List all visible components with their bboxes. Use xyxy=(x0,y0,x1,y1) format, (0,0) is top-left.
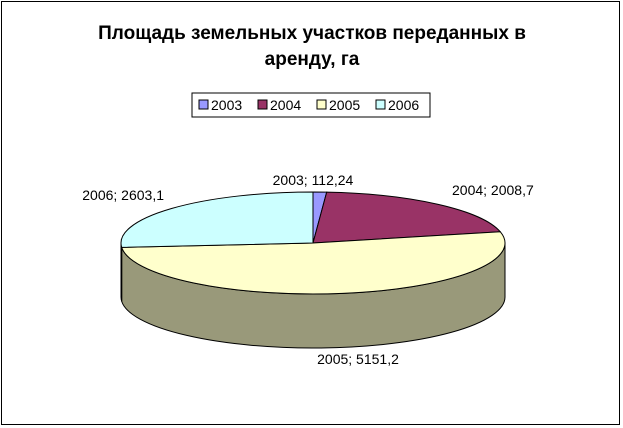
chart-title-line-1: Площадь земельных участков переданных в xyxy=(98,23,526,44)
legend-label-2005: 2005 xyxy=(329,97,360,113)
data-label-2004: 2004; 2008,7 xyxy=(452,182,534,198)
chart-title-line-2: аренду, га xyxy=(265,49,360,70)
pie-slice-2005 xyxy=(121,231,506,295)
legend-box xyxy=(191,92,431,118)
legend: 2003 2004 2005 2006 xyxy=(191,92,431,118)
legend-label-2003: 2003 xyxy=(211,97,242,113)
legend-swatch-2006 xyxy=(375,99,386,110)
legend-label-2006: 2006 xyxy=(388,97,419,113)
data-label-2005: 2005; 5151,2 xyxy=(317,351,399,367)
legend-swatch-2004 xyxy=(257,99,268,110)
legend-swatch-2005 xyxy=(316,99,327,110)
pie-slice-2006 xyxy=(120,191,314,248)
pie-slices xyxy=(120,191,506,295)
pie-side-2006 xyxy=(120,242,123,302)
data-label-2003: 2003; 112,24 xyxy=(273,172,354,188)
pie-slice-2004 xyxy=(312,191,502,244)
data-label-2006: 2006; 2603,1 xyxy=(82,187,164,203)
legend-label-2004: 2004 xyxy=(270,97,301,113)
legend-swatch-2003 xyxy=(198,99,209,110)
